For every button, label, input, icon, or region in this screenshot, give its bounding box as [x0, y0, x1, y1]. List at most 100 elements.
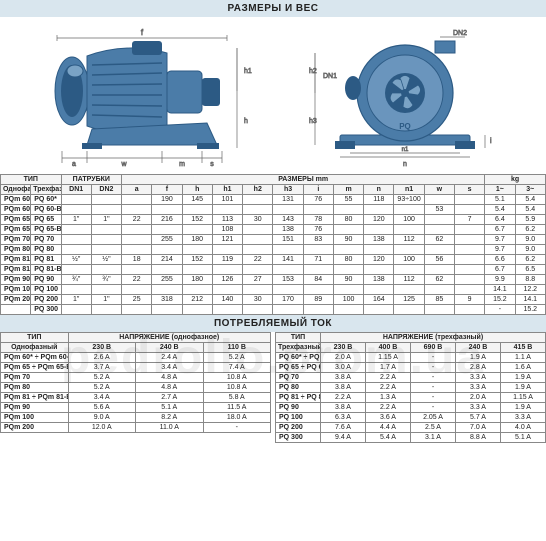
table-cell — [61, 205, 91, 215]
table-cell: 84 — [303, 275, 333, 285]
col-header: h3 — [273, 185, 303, 195]
table-row: PQm 65PQ 651"1"2221615211330143788012010… — [1, 215, 546, 225]
table-cell — [364, 245, 394, 255]
table-cell: 1.9 A — [501, 383, 546, 393]
table-cell: 1" — [91, 295, 121, 305]
group-header: ТИП — [1, 175, 62, 185]
table-cell: 55 — [333, 195, 363, 205]
table-cell: 22 — [122, 215, 152, 225]
table-cell: 143 — [273, 215, 303, 225]
table-cell — [122, 195, 152, 205]
svg-text:s: s — [210, 161, 214, 168]
table-cell — [424, 215, 454, 225]
table-cell: 4.4 A — [366, 423, 411, 433]
table-cell — [122, 235, 152, 245]
table-cell: PQm 60-Bs — [1, 205, 31, 215]
table-cell — [394, 305, 424, 315]
table-row: PQm 200PQ 2001"1"25318212140301708910016… — [1, 295, 546, 305]
table-cell: 3.8 A — [321, 383, 366, 393]
table-cell — [273, 305, 303, 315]
table-cell: 5.2 A — [68, 383, 136, 393]
svg-text:w: w — [120, 161, 127, 168]
table-cell: 6.5 — [515, 265, 545, 275]
table-cell — [61, 305, 91, 315]
specifications-table: ТИП ПАТРУБКИ РАЗМЕРЫ mm kg ОднофазныйТре… — [0, 174, 546, 315]
table-cell: 118 — [364, 195, 394, 205]
col-header: 400 В — [366, 343, 411, 353]
table-cell: PQm 200 — [1, 423, 69, 433]
group-header: ПАТРУБКИ — [61, 175, 122, 185]
table-cell: 83 — [303, 235, 333, 245]
table-cell: 9.9 — [485, 275, 515, 285]
table-cell: PQ 65 ÷ PQ 65-Bs — [276, 363, 321, 373]
table-cell — [182, 225, 212, 235]
table-cell: PQ 81 ÷ PQ 81-Bs — [276, 393, 321, 403]
table-cell: PQ 65 — [31, 215, 61, 225]
col-header: 240 В — [456, 343, 501, 353]
table-cell: PQ 81 — [31, 255, 61, 265]
table-cell: 8.2 A — [136, 413, 204, 423]
page-container: РАЗМЕРЫ И ВЕС f — [0, 0, 546, 443]
table-cell: 3.8 A — [321, 403, 366, 413]
table-cell — [273, 265, 303, 275]
table-cell: PQ 90 — [31, 275, 61, 285]
table-cell: 1" — [61, 215, 91, 225]
table-cell: 108 — [212, 225, 242, 235]
table-cell — [122, 285, 152, 295]
table-cell: 216 — [152, 215, 182, 225]
table-cell — [152, 305, 182, 315]
table-cell: 126 — [212, 275, 242, 285]
col-header: 1~ — [485, 185, 515, 195]
table-cell: 2.8 A — [456, 363, 501, 373]
col-header: a — [122, 185, 152, 195]
table-cell: 10.8 A — [203, 383, 271, 393]
table-cell: 113 — [212, 215, 242, 225]
table-cell: 9.0 — [515, 235, 545, 245]
table-cell: 2.2 A — [366, 383, 411, 393]
group-header: kg — [485, 175, 546, 185]
table-cell: 9 — [454, 295, 484, 305]
table-cell: 3.4 A — [136, 363, 204, 373]
table-cell — [333, 245, 363, 255]
table-cell: 6.2 — [515, 225, 545, 235]
table-cell: 6.2 — [515, 255, 545, 265]
table-cell: 153 — [273, 275, 303, 285]
table-cell: 5.2 A — [203, 353, 271, 363]
table-row: PQm 20012.0 A11.0 A- — [1, 423, 271, 433]
table-cell — [212, 285, 242, 295]
table-cell: 145 — [182, 195, 212, 205]
group-header-row: ТИП ПАТРУБКИ РАЗМЕРЫ mm kg — [1, 175, 546, 185]
table-cell — [333, 225, 363, 235]
table-cell — [273, 205, 303, 215]
table-cell: 1" — [91, 215, 121, 225]
table-cell — [243, 245, 273, 255]
table-cell — [394, 265, 424, 275]
table-cell — [394, 245, 424, 255]
svg-text:DN2: DN2 — [453, 30, 467, 37]
table-cell: 80 — [333, 215, 363, 225]
table-cell — [243, 285, 273, 295]
section-title-current: ПОТРЕБЛЯЕМЫЙ ТОК — [0, 315, 546, 332]
col-header: 230 В — [68, 343, 136, 353]
table-cell: PQ 65-Bs — [31, 225, 61, 235]
table-cell: 8.8 A — [456, 433, 501, 443]
table-cell: 164 — [364, 295, 394, 305]
col-header: s — [454, 185, 484, 195]
table-cell: PQm 81 ÷ PQm 81-Bs — [1, 393, 69, 403]
table-cell: 6.6 — [485, 255, 515, 265]
table-cell: PQm 100 — [1, 413, 69, 423]
table-cell: PQ 100 — [31, 285, 61, 295]
table-cell — [394, 205, 424, 215]
table-cell: PQ 200 — [276, 423, 321, 433]
table-cell — [333, 205, 363, 215]
table-cell: 1.9 A — [456, 353, 501, 363]
table-cell: 10.8 A — [203, 373, 271, 383]
table-cell: 5.8 A — [203, 393, 271, 403]
table-cell: 140 — [212, 295, 242, 305]
table-cell — [364, 225, 394, 235]
table-cell: 255 — [152, 235, 182, 245]
table-cell — [273, 245, 303, 255]
table-cell — [91, 235, 121, 245]
svg-text:PQ: PQ — [399, 122, 411, 131]
table-cell — [122, 245, 152, 255]
